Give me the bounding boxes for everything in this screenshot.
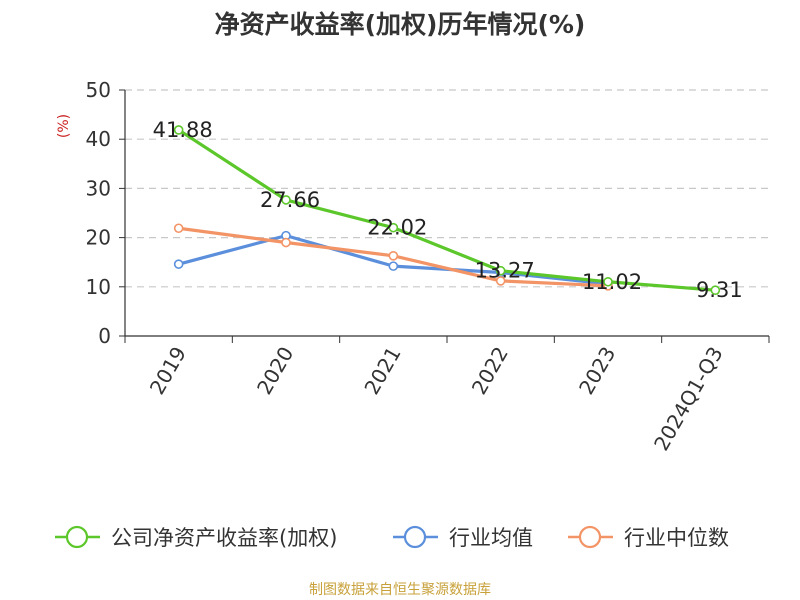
data-point (388, 261, 399, 271)
legend: 公司净资产收益率(加权) 行业均值 行业中位数 (55, 525, 729, 550)
source-note: 制图数据来自恒生聚源数据库 (309, 582, 491, 598)
x-tick-label: 2023 (574, 343, 620, 399)
series-line (177, 128, 717, 292)
data-point (495, 265, 506, 276)
data-point (173, 125, 184, 135)
data-point (281, 195, 291, 205)
data-label: 27.66 (260, 188, 320, 212)
data-point (388, 222, 399, 233)
axes (119, 89, 770, 343)
y-tick-label: 30 (86, 176, 111, 200)
series-lines (173, 125, 721, 295)
chart-title: 净资产收益率(加权)历年情况(%) (215, 10, 586, 39)
y-axis-label: (%) (56, 114, 72, 138)
legend-marker (403, 525, 427, 549)
y-tick-labels: 0 10 20 30 40 50 (86, 78, 111, 348)
data-point (388, 251, 399, 261)
legend-marker (578, 525, 602, 549)
x-tick-label: 2022 (467, 342, 513, 398)
data-label: 41.88 (153, 118, 213, 142)
data-label: 11.02 (582, 270, 642, 294)
data-point (281, 237, 291, 248)
data-labels: 41.88 27.66 22.02 13.27 11.02 9.31 (153, 118, 743, 302)
data-point (495, 276, 506, 286)
data-point (173, 259, 184, 269)
y-tick-label: 0 (98, 324, 111, 348)
y-tick-label: 40 (86, 127, 111, 151)
data-point (603, 276, 613, 287)
y-tick-label: 20 (86, 226, 111, 250)
y-tick-label: 50 (86, 78, 111, 102)
x-tick-label: 2021 (359, 343, 405, 399)
gridlines (125, 89, 769, 288)
data-label: 9.31 (696, 278, 743, 302)
legend-marker (65, 525, 89, 549)
legend-label: 行业均值 (449, 526, 533, 550)
data-label: 13.27 (475, 259, 535, 283)
x-tick-labels: 2019 2020 2021 2022 2023 2024Q1-Q3 (145, 342, 728, 454)
x-tick-label: 2019 (145, 343, 191, 399)
data-label: 22.02 (367, 216, 427, 240)
data-point (173, 223, 184, 234)
legend-label: 行业中位数 (624, 526, 729, 550)
x-tick-label: 2020 (252, 343, 298, 399)
x-tick-label: 2024Q1-Q3 (649, 343, 728, 455)
y-tick-label: 10 (86, 275, 111, 299)
data-point (710, 285, 721, 295)
legend-label: 公司净资产收益率(加权) (111, 526, 337, 550)
